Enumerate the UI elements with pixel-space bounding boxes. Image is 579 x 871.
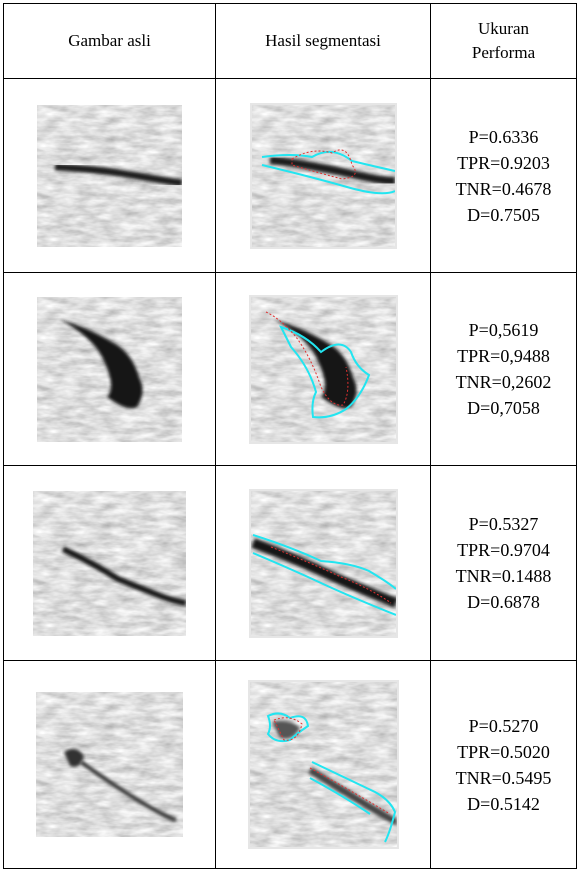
header-cell: Hasil segmentasi bbox=[215, 3, 431, 79]
metrics-cell: P=0.5327 TPR=0.9704 TNR=0.1488 D=0.6878 bbox=[430, 465, 577, 661]
image-cell bbox=[3, 660, 216, 869]
metric: TPR=0.5020 bbox=[457, 741, 550, 762]
image-cell bbox=[3, 465, 216, 661]
metrics-cell: P=0.5270 TPR=0.5020 TNR=0.5495 D=0.5142 bbox=[430, 660, 577, 869]
image-cell bbox=[215, 660, 431, 869]
original-image bbox=[36, 692, 183, 837]
image-cell bbox=[215, 78, 431, 273]
original-image bbox=[37, 296, 182, 442]
header-cell: Gambar asli bbox=[3, 3, 216, 79]
metric: D=0,7058 bbox=[467, 398, 540, 418]
header-row: Gambar asli Hasil segmentasi Ukuran Perf… bbox=[3, 3, 577, 79]
row: P=0.5270 TPR=0.5020 TNR=0.5495 D=0.5142 bbox=[3, 660, 577, 869]
metric: TNR=0.4678 bbox=[455, 178, 552, 199]
metric: P=0.5327 bbox=[468, 514, 539, 534]
metric: TNR=0,2602 bbox=[455, 372, 552, 392]
segmentation-image bbox=[250, 490, 396, 636]
row: P=0,5619 TPR=0,9488 TNR=0,2602 D=0,7058 bbox=[3, 272, 577, 466]
metrics-cell: P=0,5619 TPR=0,9488 TNR=0,2602 D=0,7058 bbox=[430, 272, 577, 466]
original-image bbox=[33, 490, 186, 636]
image-cell bbox=[3, 78, 216, 273]
metric: D=0.7505 bbox=[467, 204, 540, 225]
row: P=0.5327 TPR=0.9704 TNR=0.1488 D=0.6878 bbox=[3, 465, 577, 661]
metric: D=0.5142 bbox=[467, 793, 540, 814]
metric: D=0.6878 bbox=[467, 592, 540, 612]
metrics-cell: P=0.6336 TPR=0.9203 TNR=0.4678 D=0.7505 bbox=[430, 78, 577, 273]
header-text: Ukuran Performa bbox=[471, 19, 536, 62]
metric: TNR=0.1488 bbox=[455, 566, 552, 586]
metric: TPR=0.9704 bbox=[457, 540, 550, 560]
metric: P=0.5270 bbox=[468, 715, 539, 736]
metric: TNR=0.5495 bbox=[455, 767, 552, 788]
image-cell bbox=[215, 465, 431, 661]
segmentation-image bbox=[250, 296, 396, 442]
row: P=0.6336 TPR=0.9203 TNR=0.4678 D=0.7505 bbox=[3, 78, 577, 273]
header-cell: Ukuran Performa bbox=[430, 3, 577, 79]
metric: TPR=0.9203 bbox=[457, 152, 550, 173]
segmentation-image bbox=[249, 682, 397, 847]
image-cell bbox=[3, 272, 216, 466]
segmentation-image bbox=[251, 104, 395, 247]
metric: TPR=0,9488 bbox=[457, 346, 550, 366]
image-cell bbox=[215, 272, 431, 466]
original-image bbox=[37, 104, 182, 247]
metric: P=0.6336 bbox=[468, 126, 539, 147]
results-table: Gambar asli Hasil segmentasi Ukuran Perf… bbox=[3, 3, 577, 869]
metric: P=0,5619 bbox=[468, 320, 539, 340]
